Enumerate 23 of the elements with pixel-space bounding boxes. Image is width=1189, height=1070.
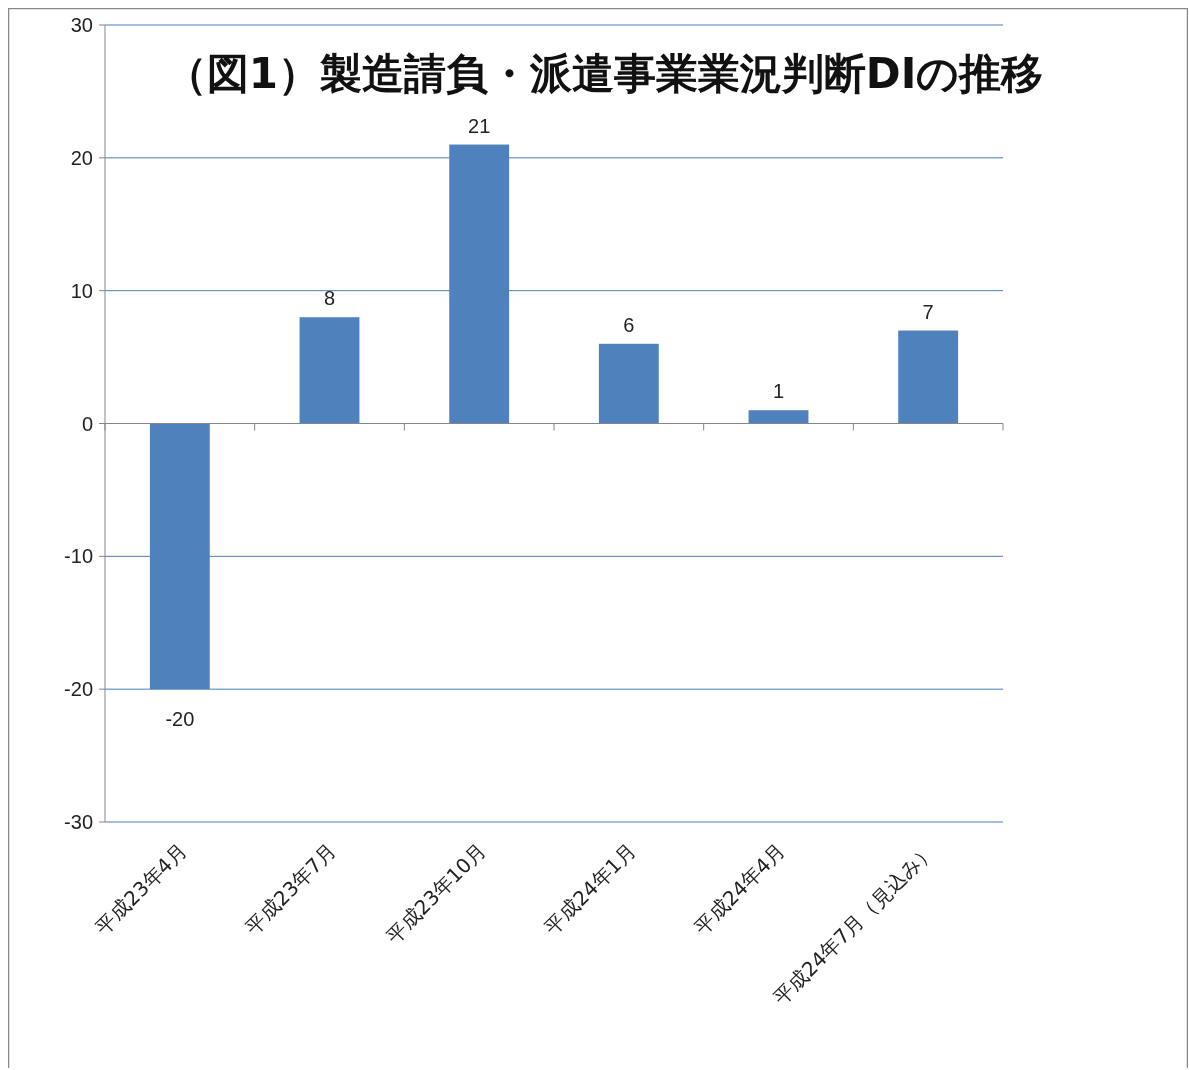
bar: [598, 343, 659, 424]
data-label: 7: [922, 300, 934, 323]
data-label: 21: [468, 114, 491, 137]
x-tick-label: 平成23年7月: [240, 838, 342, 940]
x-tick-label: 平成23年10月: [381, 838, 491, 949]
y-tick-label: 0: [81, 412, 93, 435]
x-tick-label: 平成24年1月: [539, 838, 641, 940]
y-tick-label: -20: [64, 678, 93, 701]
y-tick-label: -30: [64, 811, 93, 833]
bar: [898, 330, 959, 424]
data-label: 1: [772, 380, 785, 403]
y-tick-label: 10: [70, 279, 93, 302]
y-tick-label: 30: [70, 14, 93, 36]
text: （図1）製造請負・派遣事業業況判断DIの推移: [164, 49, 1044, 98]
bar: [299, 317, 360, 424]
data-label: 8: [323, 287, 336, 310]
x-tick-label: 平成23年4月: [90, 838, 192, 940]
y-tick-label: 20: [70, 146, 93, 169]
bar: [748, 410, 809, 424]
data-label: 6: [623, 313, 635, 336]
x-tick-label: 平成24年4月: [689, 838, 791, 940]
data-label: -20: [165, 708, 195, 731]
y-tick-label: -10: [64, 545, 93, 568]
